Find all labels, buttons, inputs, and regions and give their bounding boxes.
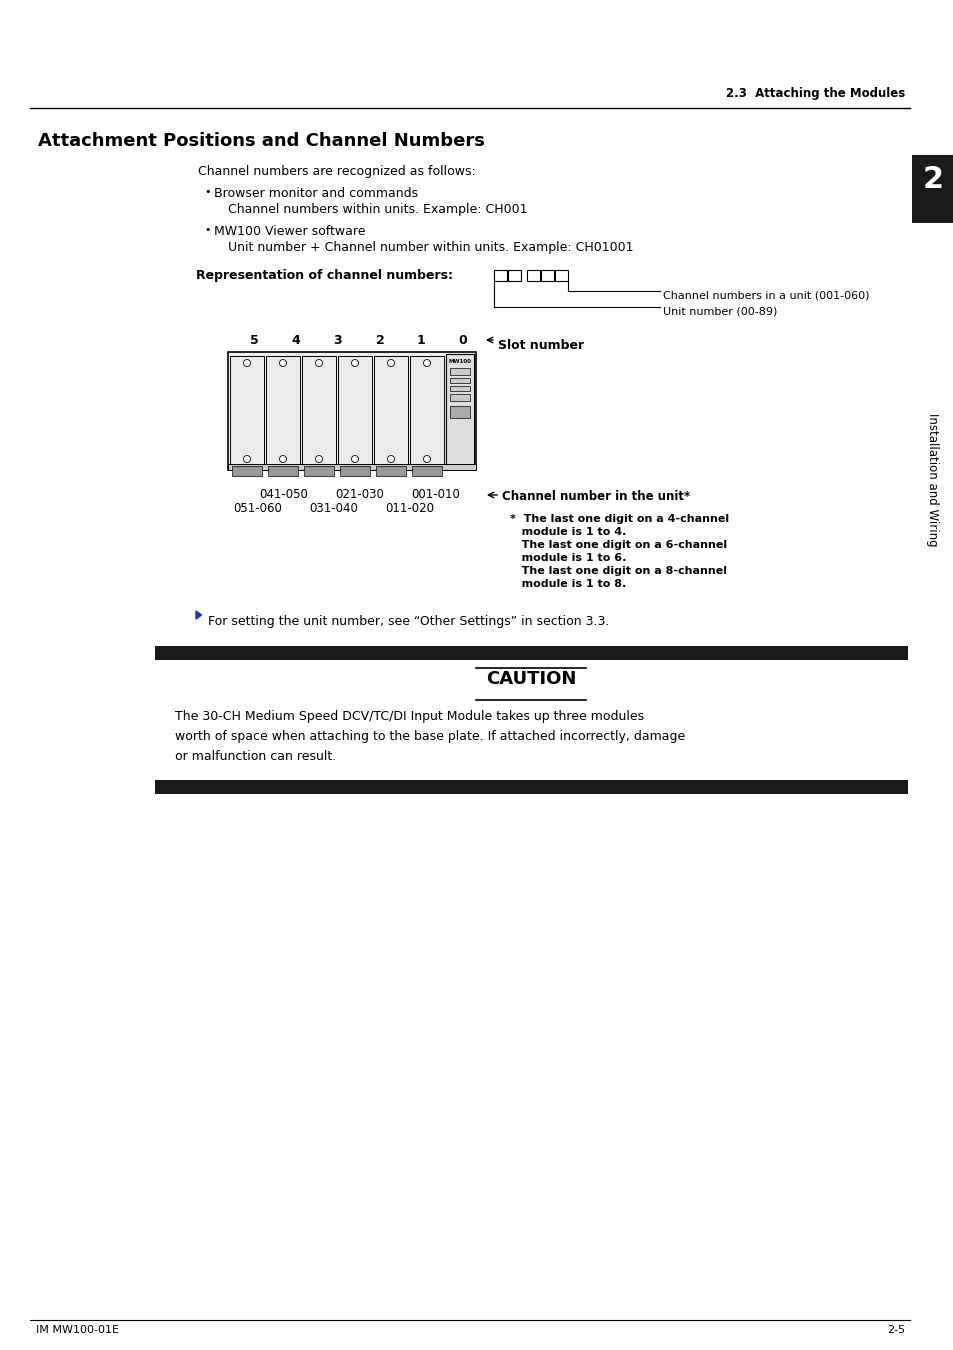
Bar — [266, 356, 299, 466]
Bar — [555, 270, 567, 281]
Text: MW100 Viewer software: MW100 Viewer software — [213, 225, 365, 238]
Text: 4: 4 — [292, 333, 300, 347]
Text: 5: 5 — [250, 333, 258, 347]
Text: 2.3  Attaching the Modules: 2.3 Attaching the Modules — [725, 86, 904, 100]
Text: Channel numbers in a unit (001-060): Channel numbers in a unit (001-060) — [662, 290, 868, 300]
Polygon shape — [195, 612, 201, 620]
Bar — [450, 386, 470, 391]
Circle shape — [387, 359, 395, 366]
Text: 1: 1 — [416, 333, 425, 347]
Bar — [450, 406, 470, 418]
Text: 2: 2 — [922, 165, 943, 193]
Text: 031-040: 031-040 — [309, 502, 358, 514]
Bar — [375, 466, 406, 477]
Text: 021-030: 021-030 — [335, 487, 384, 501]
Text: module is 1 to 4.: module is 1 to 4. — [510, 526, 626, 537]
Text: Representation of channel numbers:: Representation of channel numbers: — [195, 269, 453, 282]
Text: CAUTION: CAUTION — [486, 670, 576, 688]
Text: The 30-CH Medium Speed DCV/TC/DI Input Module takes up three modules: The 30-CH Medium Speed DCV/TC/DI Input M… — [174, 710, 643, 724]
Bar — [304, 466, 334, 477]
Bar — [540, 270, 554, 281]
Circle shape — [279, 359, 286, 366]
Bar — [337, 356, 372, 466]
Text: IM MW100-01E: IM MW100-01E — [36, 1324, 119, 1335]
Text: •: • — [204, 225, 211, 235]
Text: *  The last one digit on a 4-channel: * The last one digit on a 4-channel — [510, 514, 728, 524]
Text: 2-5: 2-5 — [886, 1324, 904, 1335]
Text: For setting the unit number, see “Other Settings” in section 3.3.: For setting the unit number, see “Other … — [208, 616, 609, 628]
Bar — [450, 369, 470, 375]
Text: worth of space when attaching to the base plate. If attached incorrectly, damage: worth of space when attaching to the bas… — [174, 730, 684, 742]
Bar — [507, 270, 520, 281]
Text: module is 1 to 6.: module is 1 to 6. — [510, 554, 626, 563]
Circle shape — [423, 455, 430, 463]
Bar — [412, 466, 441, 477]
Circle shape — [351, 455, 358, 463]
Circle shape — [315, 455, 322, 463]
Text: 041-050: 041-050 — [259, 487, 308, 501]
Circle shape — [243, 455, 251, 463]
Circle shape — [423, 359, 430, 366]
Bar — [526, 270, 539, 281]
Text: Browser monitor and commands: Browser monitor and commands — [213, 188, 417, 200]
Bar — [268, 466, 297, 477]
Bar — [232, 466, 262, 477]
Text: Slot number: Slot number — [497, 339, 583, 352]
Circle shape — [387, 455, 395, 463]
Bar — [450, 394, 470, 401]
Bar — [446, 354, 474, 468]
Text: Installation and Wiring: Installation and Wiring — [925, 413, 939, 547]
Bar — [230, 356, 264, 466]
Bar — [494, 270, 506, 281]
Bar — [450, 378, 470, 383]
Text: module is 1 to 8.: module is 1 to 8. — [510, 579, 625, 589]
Bar — [410, 356, 443, 466]
Text: 011-020: 011-020 — [385, 502, 434, 514]
Text: 001-010: 001-010 — [411, 487, 460, 501]
Circle shape — [315, 359, 322, 366]
Bar — [911, 155, 953, 223]
Text: The last one digit on a 8-channel: The last one digit on a 8-channel — [510, 566, 726, 576]
Bar — [302, 356, 335, 466]
Text: 2: 2 — [375, 333, 384, 347]
Text: Channel numbers are recognized as follows:: Channel numbers are recognized as follow… — [198, 165, 476, 178]
Bar — [228, 464, 476, 470]
Text: 051-060: 051-060 — [233, 502, 282, 514]
Text: •: • — [204, 188, 211, 197]
Text: 3: 3 — [334, 333, 342, 347]
Text: Channel numbers within units. Example: CH001: Channel numbers within units. Example: C… — [228, 202, 527, 216]
Text: or malfunction can result.: or malfunction can result. — [174, 751, 335, 763]
Bar — [374, 356, 408, 466]
Circle shape — [351, 359, 358, 366]
Bar — [154, 647, 907, 660]
Bar — [154, 780, 907, 794]
Bar — [339, 466, 370, 477]
Text: Channel number in the unit*: Channel number in the unit* — [501, 490, 690, 504]
Text: Unit number (00-89): Unit number (00-89) — [662, 306, 777, 316]
Circle shape — [243, 359, 251, 366]
Text: The last one digit on a 6-channel: The last one digit on a 6-channel — [510, 540, 726, 549]
Text: 0: 0 — [458, 333, 467, 347]
Text: Attachment Positions and Channel Numbers: Attachment Positions and Channel Numbers — [38, 132, 484, 150]
Circle shape — [279, 455, 286, 463]
Bar — [228, 352, 476, 470]
Text: Unit number + Channel number within units. Example: CH01001: Unit number + Channel number within unit… — [228, 242, 633, 254]
Text: MW100: MW100 — [448, 359, 471, 364]
